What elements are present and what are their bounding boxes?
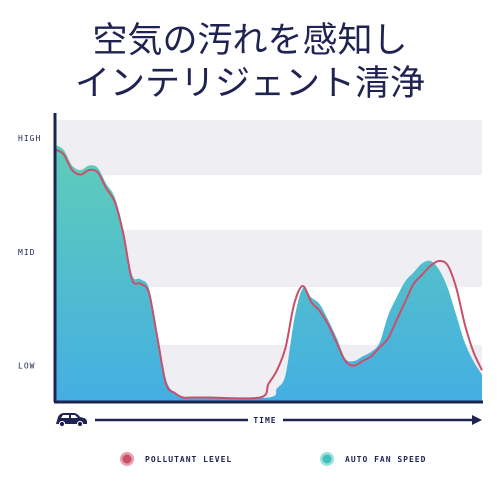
legend: POLLUTANT LEVEL AUTO FAN SPEED [120, 452, 426, 466]
title-line-1: 空気の汚れを感知し [92, 21, 407, 61]
auto-fan-speed-area [55, 145, 482, 402]
legend-label-pollutant: POLLUTANT LEVEL [145, 455, 232, 464]
title-line-2: インテリジェント清浄 [75, 64, 425, 104]
y-tick-label-mid: MID [18, 248, 35, 257]
arrow-right-icon [472, 415, 482, 425]
car-icon [56, 413, 87, 428]
y-tick-label-high: HIGH [18, 134, 41, 143]
grid-band-top [55, 120, 482, 175]
y-tick-labels: HIGH MID LOW [18, 134, 41, 371]
pollutant-level-line [54, 148, 483, 400]
legend-item-fan-speed: AUTO FAN SPEED [320, 452, 426, 466]
x-axis-label: TIME [253, 416, 276, 425]
legend-label-fan-speed: AUTO FAN SPEED [345, 455, 426, 464]
legend-item-pollutant: POLLUTANT LEVEL [120, 452, 232, 466]
y-tick-label-low: LOW [18, 362, 35, 371]
